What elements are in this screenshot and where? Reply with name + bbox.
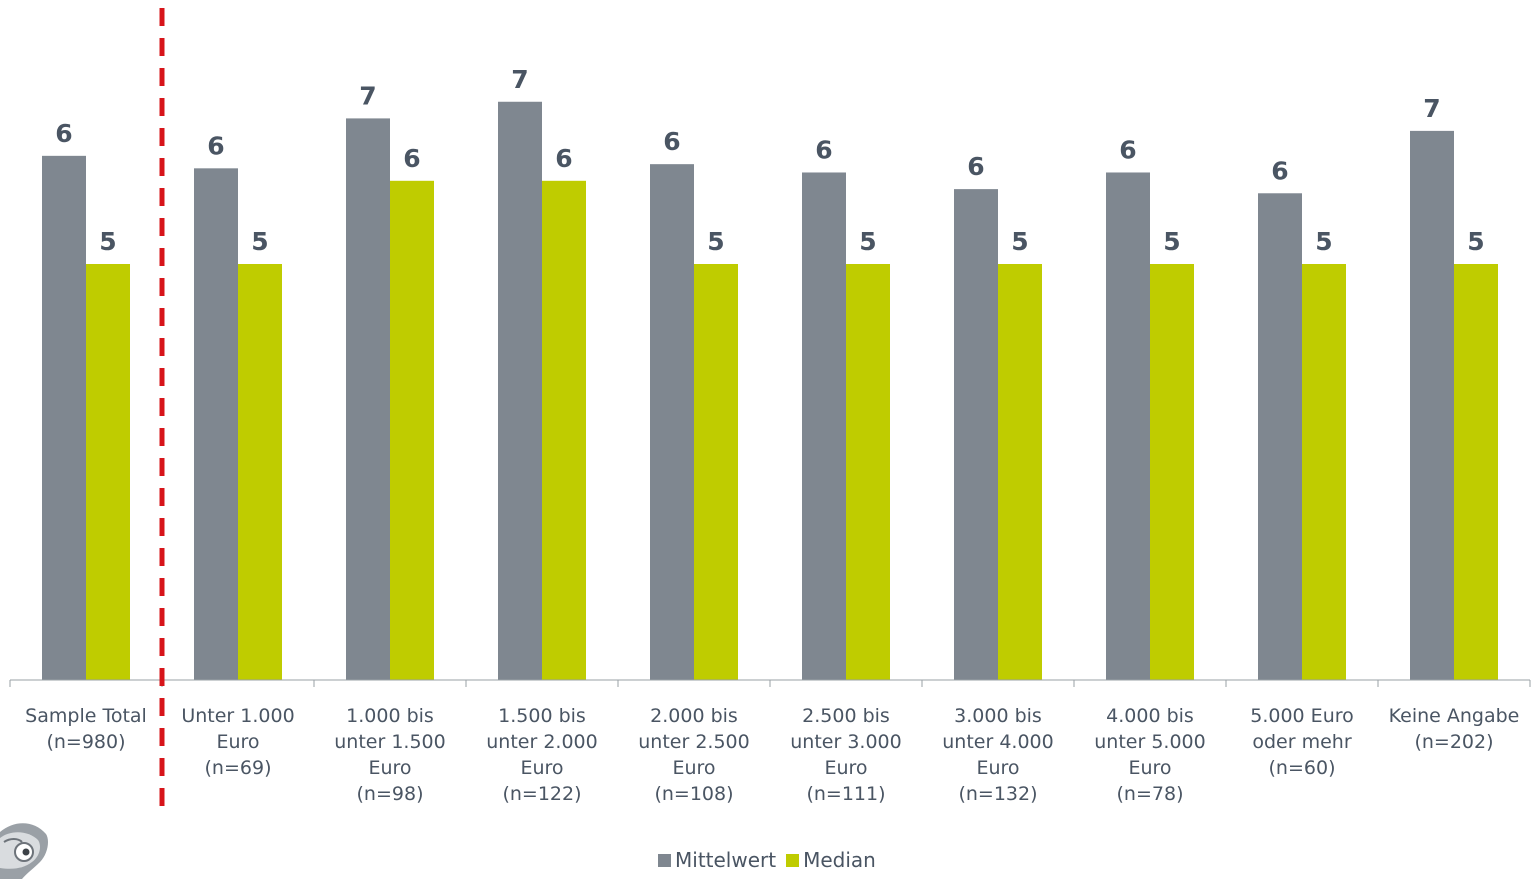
bar-median-8	[1302, 264, 1346, 680]
bar-mittelwert-8	[1258, 193, 1302, 680]
bar-mittelwert-0	[42, 155, 86, 681]
value-label-median-2: 6	[403, 144, 420, 173]
x-tick-label-line: Sample Total	[25, 705, 147, 727]
x-tick-label-line: (n=132)	[958, 783, 1038, 805]
bar-mittelwert-7	[1106, 172, 1150, 681]
value-label-mittelwert-5: 6	[815, 135, 832, 164]
x-tick-label-line: unter 5.000	[1094, 731, 1206, 753]
value-label-mittelwert-1: 6	[207, 131, 224, 160]
x-tick-label-line: oder mehr	[1252, 731, 1352, 753]
legend-item-mittelwert: Mittelwert	[658, 848, 776, 872]
value-label-median-3: 6	[555, 144, 572, 173]
bar-median-1	[238, 264, 282, 680]
value-label-median-4: 5	[707, 227, 724, 256]
x-tick-label-7: 4.000 bis unter 5.000 Euro (n=78)	[1075, 703, 1225, 807]
bar-mittelwert-6	[954, 189, 998, 680]
value-label-median-5: 5	[859, 227, 876, 256]
x-tick-label-9: Keine Angabe (n=202)	[1379, 703, 1529, 755]
x-tick-label-line: 2.000 bis	[650, 705, 738, 727]
x-tick-label-line: unter 2.000	[486, 731, 598, 753]
legend-item-median: Median	[786, 848, 876, 872]
x-tick-label-line: (n=108)	[654, 783, 734, 805]
x-tick-label-2: 1.000 bis unter 1.500 Euro (n=98)	[315, 703, 465, 807]
bar-median-0	[86, 264, 130, 680]
bar-mittelwert-1	[194, 168, 238, 680]
bar-median-4	[694, 264, 738, 680]
x-tick-label-line: Euro	[824, 757, 868, 779]
x-tick-label-line: 2.500 bis	[802, 705, 890, 727]
value-label-mittelwert-0: 6	[55, 119, 72, 148]
legend-label-median: Median	[803, 848, 876, 872]
x-tick-label-line: Euro	[976, 757, 1020, 779]
value-label-mittelwert-2: 7	[359, 81, 376, 110]
bar-mittelwert-2	[346, 118, 390, 680]
bar-mittelwert-5	[802, 172, 846, 681]
legend-label-mittelwert: Mittelwert	[675, 848, 777, 872]
x-tick-label-line: (n=202)	[1414, 731, 1494, 753]
x-tick-label-line: (n=78)	[1116, 783, 1184, 805]
x-tick-label-line: 5.000 Euro	[1250, 705, 1354, 727]
legend-swatch-mittelwert	[658, 853, 671, 867]
x-tick-label-line: (n=980)	[46, 731, 126, 753]
x-tick-label-line: (n=98)	[356, 783, 424, 805]
x-tick-label-line: (n=69)	[204, 757, 272, 779]
x-tick-label-line: Euro	[672, 757, 716, 779]
x-tick-label-6: 3.000 bis unter 4.000 Euro (n=132)	[923, 703, 1073, 807]
x-tick-label-line: unter 1.500	[334, 731, 446, 753]
x-tick-label-line: unter 2.500	[638, 731, 750, 753]
value-label-mittelwert-8: 6	[1271, 156, 1288, 185]
legend: Mittelwert Median	[658, 848, 886, 872]
x-tick-label-line: Euro	[368, 757, 412, 779]
x-tick-label-1: Unter 1.000 Euro (n=69)	[163, 703, 313, 781]
bar-median-3	[542, 180, 586, 681]
x-tick-label-line: 1.500 bis	[498, 705, 586, 727]
bar-mittelwert-3	[498, 101, 542, 680]
x-tick-label-line: Unter 1.000	[181, 705, 295, 727]
x-tick-label-line: unter 3.000	[790, 731, 902, 753]
x-tick-label-line: (n=60)	[1268, 757, 1336, 779]
x-tick-label-line: 4.000 bis	[1106, 705, 1194, 727]
x-tick-label-line: Keine Angabe	[1388, 705, 1520, 727]
x-tick-label-line: Euro	[216, 731, 260, 753]
value-label-median-9: 5	[1467, 227, 1484, 256]
value-label-median-1: 5	[251, 227, 268, 256]
bar-mittelwert-9	[1410, 130, 1454, 680]
bar-median-2	[390, 180, 434, 681]
bar-mittelwert-4	[650, 164, 694, 680]
value-label-median-8: 5	[1315, 227, 1332, 256]
x-tick-label-line: (n=111)	[806, 783, 886, 805]
x-tick-label-line: 1.000 bis	[346, 705, 434, 727]
value-label-mittelwert-4: 6	[663, 127, 680, 156]
value-label-mittelwert-9: 7	[1423, 94, 1440, 123]
x-tick-label-5: 2.500 bis unter 3.000 Euro (n=111)	[771, 703, 921, 807]
x-tick-label-line: Euro	[520, 757, 564, 779]
bar-median-6	[998, 264, 1042, 680]
mascot-logo-icon	[0, 818, 48, 879]
bar-median-5	[846, 264, 890, 680]
value-label-median-7: 5	[1163, 227, 1180, 256]
bar-median-9	[1454, 264, 1498, 680]
value-label-mittelwert-6: 6	[967, 152, 984, 181]
bar-median-7	[1150, 264, 1194, 680]
x-tick-label-0: Sample Total (n=980)	[11, 703, 161, 755]
x-tick-label-4: 2.000 bis unter 2.500 Euro (n=108)	[619, 703, 769, 807]
value-label-median-6: 5	[1011, 227, 1028, 256]
legend-swatch-median	[786, 853, 800, 867]
value-label-mittelwert-7: 6	[1119, 135, 1136, 164]
value-label-mittelwert-3: 7	[511, 65, 528, 94]
x-tick-label-3: 1.500 bis unter 2.000 Euro (n=122)	[467, 703, 617, 807]
x-tick-label-line: (n=122)	[502, 783, 582, 805]
x-tick-label-line: unter 4.000	[942, 731, 1054, 753]
value-label-median-0: 5	[99, 227, 116, 256]
x-tick-label-line: 3.000 bis	[954, 705, 1042, 727]
x-tick-label-8: 5.000 Euro oder mehr (n=60)	[1227, 703, 1377, 781]
x-tick-label-line: Euro	[1128, 757, 1172, 779]
